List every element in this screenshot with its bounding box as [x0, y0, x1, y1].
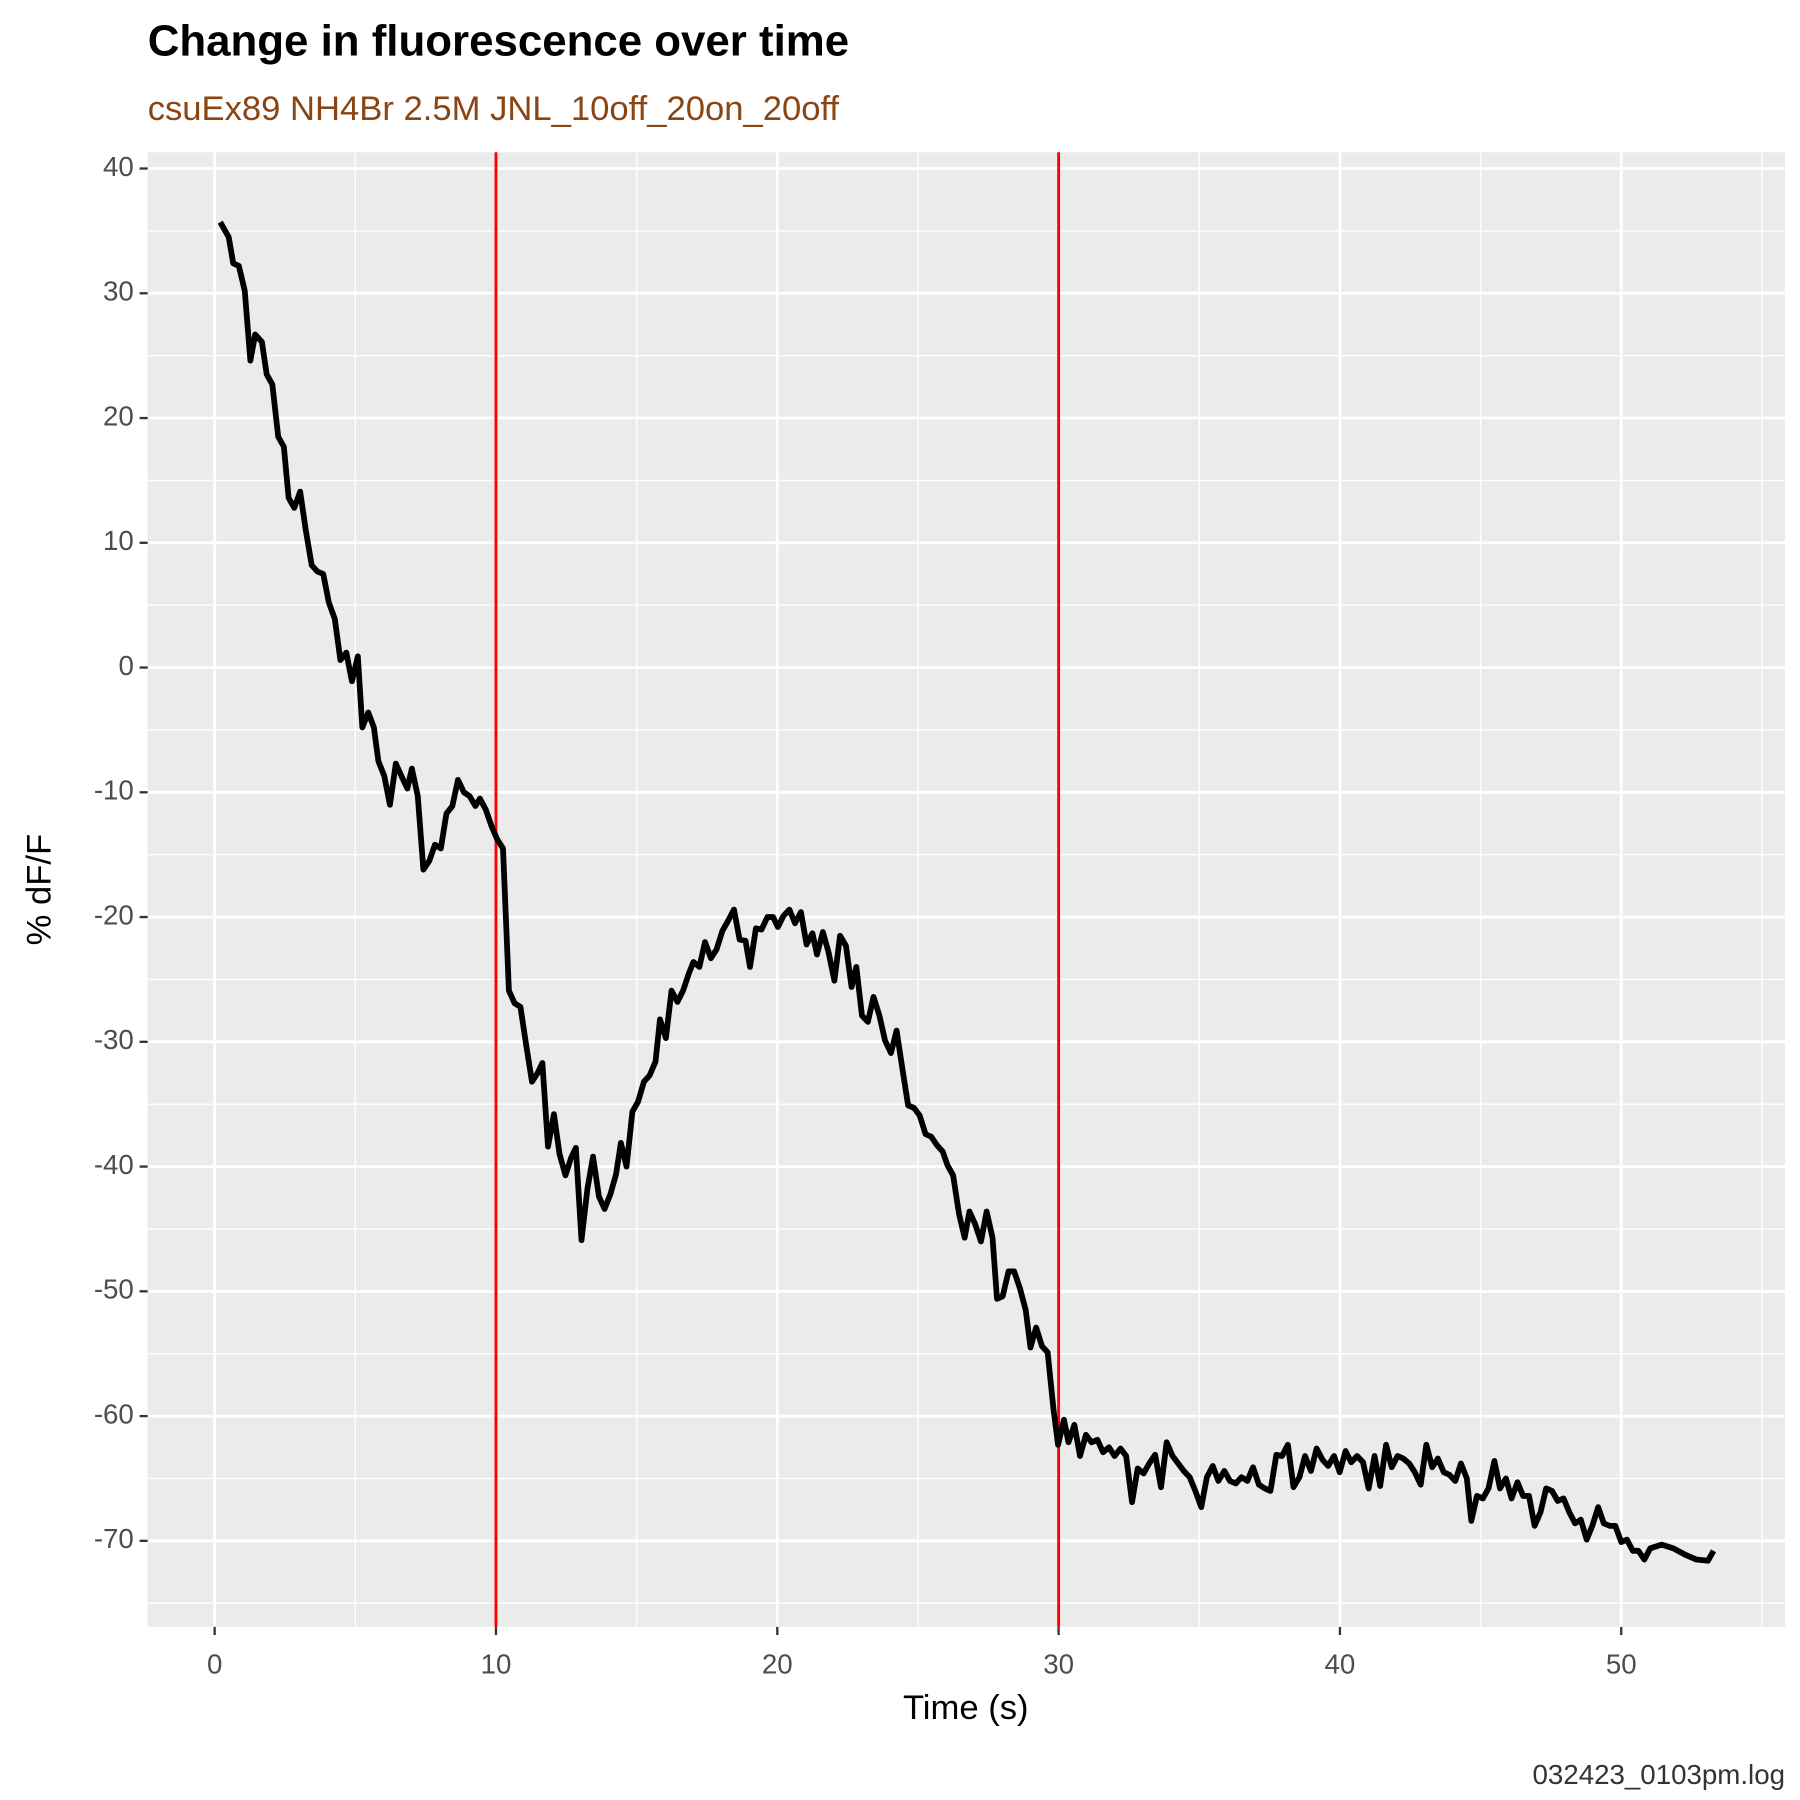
y-tick-label: 10: [103, 525, 134, 556]
chart-title: Change in fluorescence over time: [148, 16, 849, 65]
data-line: [217, 220, 1717, 1564]
y-tick-label: -70: [94, 1523, 134, 1554]
x-tick-label: 40: [1325, 1648, 1356, 1679]
x-tick-label: 30: [1043, 1648, 1074, 1679]
y-tick-label: 40: [103, 151, 134, 182]
y-tick-label: -20: [94, 899, 134, 930]
x-tick-label: 10: [481, 1648, 512, 1679]
y-tick-label: 30: [103, 276, 134, 307]
plot-panel: [147, 152, 1786, 1627]
y-axis-title: % dF/F: [21, 834, 59, 946]
chart-subtitle: csuEx89 NH4Br 2.5M JNL_10off_20on_20off: [148, 90, 840, 128]
x-tick-label: 0: [207, 1648, 222, 1679]
y-tick-label: -30: [94, 1024, 134, 1055]
y-tick-label: 0: [118, 650, 133, 681]
x-axis-title: Time (s): [903, 1689, 1029, 1727]
y-tick-label: -50: [94, 1274, 134, 1305]
y-tick-label: 20: [103, 400, 134, 431]
y-tick-label: -40: [94, 1149, 134, 1180]
y-tick-label: -10: [94, 775, 134, 806]
y-tick-label: -60: [94, 1398, 134, 1429]
x-tick-label: 50: [1606, 1648, 1637, 1679]
caption: 032423_0103pm.log: [1533, 1759, 1786, 1790]
x-tick-label: 20: [762, 1648, 793, 1679]
